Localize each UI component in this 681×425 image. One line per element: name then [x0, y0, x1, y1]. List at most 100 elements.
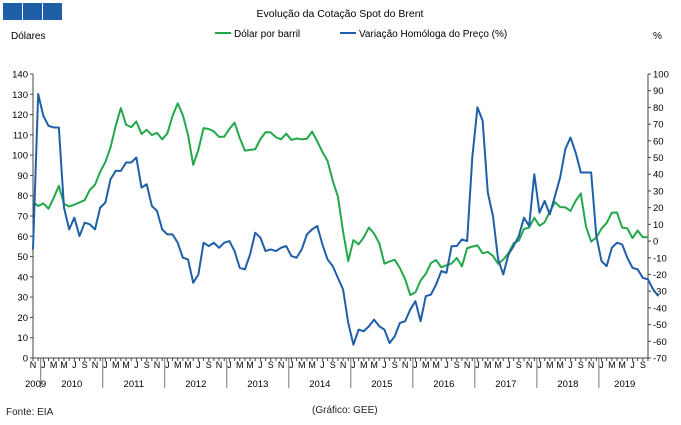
month-label: M: [246, 360, 254, 370]
month-label: M: [432, 360, 440, 370]
left-tick-label: 0: [23, 354, 28, 365]
month-label: J: [165, 360, 170, 370]
year-label: 2010: [61, 379, 82, 390]
year-label: 2015: [371, 379, 392, 390]
month-label: S: [392, 360, 398, 370]
left-tick-label: 30: [17, 293, 28, 304]
yoy-variation-line: [32, 93, 660, 346]
month-label: J: [351, 360, 356, 370]
month-label: N: [278, 360, 285, 370]
month-label: J: [413, 360, 418, 370]
month-label: N: [402, 360, 409, 370]
month-label: N: [216, 360, 223, 370]
year-label: 2017: [495, 379, 516, 390]
month-label: N: [154, 360, 161, 370]
month-label: M: [174, 360, 182, 370]
right-tick-label: 80: [653, 103, 664, 114]
month-label: J: [444, 360, 449, 370]
month-label: S: [516, 360, 522, 370]
month-label: M: [112, 360, 120, 370]
right-tick-label: 0: [653, 237, 658, 248]
month-label: J: [258, 360, 263, 370]
left-tick-label: 40: [17, 272, 28, 283]
year-label: 2012: [185, 379, 206, 390]
year-label: 2009: [25, 379, 46, 390]
left-tick-label: 10: [17, 333, 28, 344]
left-tick-label: 50: [17, 252, 28, 263]
left-tick-label: 130: [12, 90, 28, 101]
right-tick-label: 10: [653, 220, 664, 231]
month-label: S: [268, 360, 274, 370]
chart-title: Evolução da Cotação Spot do Brent: [257, 8, 424, 20]
month-label: J: [196, 360, 201, 370]
year-label: 2014: [309, 379, 330, 390]
month-label: J: [537, 360, 542, 370]
right-tick-label: 60: [653, 136, 664, 147]
month-label: S: [82, 360, 88, 370]
left-tick-label: 100: [12, 151, 28, 162]
month-label: J: [599, 360, 604, 370]
month-label: M: [50, 360, 58, 370]
month-label: M: [360, 360, 368, 370]
month-label: M: [484, 360, 492, 370]
legend-label-dollar: Dólar por barril: [234, 29, 300, 40]
left-tick-label: 60: [17, 232, 28, 243]
month-label: M: [422, 360, 430, 370]
right-axis-ticks: -70 -60 -50 -40 -30 -20 -10 0 10 20 30 40 50 60 70 80 90…: [648, 70, 669, 365]
right-tick-label: 90: [653, 86, 664, 97]
left-tick-label: 90: [17, 171, 28, 182]
right-tick-label: 30: [653, 186, 664, 197]
source-note: Fonte: EIA: [6, 407, 54, 418]
month-label: M: [298, 360, 306, 370]
month-label: S: [578, 360, 584, 370]
month-label: M: [556, 360, 564, 370]
month-label: M: [184, 360, 192, 370]
right-tick-label: -20: [653, 270, 667, 281]
left-tick-label: 110: [13, 130, 28, 141]
year-label: 2011: [124, 379, 144, 390]
month-label: N: [340, 360, 347, 370]
left-tick-label: 20: [17, 313, 28, 324]
month-label: J: [72, 360, 77, 370]
header-block-3: [43, 3, 62, 20]
right-tick-label: -60: [653, 337, 667, 348]
year-label: 2013: [247, 379, 268, 390]
month-label: N: [92, 360, 99, 370]
right-tick-label: -30: [653, 287, 667, 298]
month-label: J: [103, 360, 108, 370]
month-label: J: [134, 360, 139, 370]
right-tick-label: 20: [653, 203, 664, 214]
month-label: J: [41, 360, 46, 370]
right-tick-label: -70: [653, 354, 667, 365]
left-axis-ticks: 0 10 20 30 40 50 60 70 80 90 100 110 120 130 140: [12, 70, 33, 365]
month-label: J: [568, 360, 573, 370]
month-label: S: [640, 360, 646, 370]
month-label: M: [370, 360, 378, 370]
month-label: S: [144, 360, 150, 370]
month-label: N: [464, 360, 471, 370]
month-label: J: [630, 360, 635, 370]
year-label: 2019: [614, 379, 635, 390]
month-label: J: [289, 360, 294, 370]
right-tick-label: 70: [653, 120, 664, 131]
dollar-per-barrel-line: [32, 102, 649, 297]
header-block-1: [3, 3, 22, 20]
right-tick-label: -40: [653, 303, 667, 314]
header-block-2: [23, 3, 42, 20]
month-label: N: [588, 360, 595, 370]
month-label: M: [546, 360, 554, 370]
right-axis-unit: %: [653, 31, 662, 42]
left-tick-label: 80: [17, 191, 28, 202]
series-lines: [32, 93, 660, 346]
month-label: J: [506, 360, 511, 370]
month-label: M: [60, 360, 68, 370]
month-label: M: [608, 360, 616, 370]
month-label: J: [227, 360, 232, 370]
month-label: M: [618, 360, 626, 370]
month-label: M: [122, 360, 130, 370]
month-label: J: [320, 360, 325, 370]
month-label: J: [382, 360, 387, 370]
left-axis-unit: Dólares: [11, 31, 45, 42]
right-tick-label: 50: [653, 153, 664, 164]
month-label: S: [454, 360, 460, 370]
